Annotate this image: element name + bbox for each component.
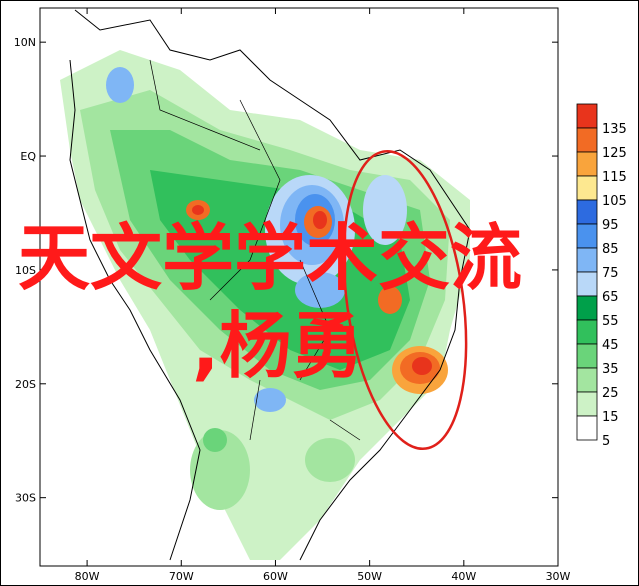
legend-label: 15 <box>602 410 619 425</box>
watermark-text-line2: ,杨勇 <box>192 304 364 388</box>
latitude-axis: 10N EQ 10S 20S 30S <box>14 36 558 505</box>
lat-tick-label: EQ <box>20 150 36 163</box>
legend-label: 75 <box>602 266 619 281</box>
lat-tick-label: 20S <box>15 378 36 391</box>
lon-tick-label: 30W <box>546 570 571 583</box>
legend-label: 115 <box>602 170 627 185</box>
legend-swatch <box>576 199 598 225</box>
legend-swatch <box>576 127 598 153</box>
legend-swatch <box>576 151 598 177</box>
legend-label: 25 <box>602 386 619 401</box>
legend-label: 55 <box>602 314 619 329</box>
lat-tick-label: 10S <box>15 264 36 277</box>
legend-swatch <box>576 415 598 441</box>
legend-label: 95 <box>602 218 619 233</box>
lon-tick-label: 50W <box>357 570 382 583</box>
lon-tick-label: 70W <box>169 570 194 583</box>
lat-tick-label: 30S <box>15 492 36 505</box>
legend-swatch <box>576 247 598 273</box>
legend-swatch <box>576 295 598 321</box>
lon-tick-label: 80W <box>75 570 100 583</box>
precipitation-field <box>60 50 470 560</box>
coastline <box>69 9 471 561</box>
legend-swatch <box>576 343 598 369</box>
legend-swatch <box>576 271 598 297</box>
legend-swatch <box>576 223 598 249</box>
legend-label: 35 <box>602 362 619 377</box>
legend-label: 125 <box>602 146 627 161</box>
legend-label: 85 <box>602 242 619 257</box>
lon-tick-label: 40W <box>451 570 476 583</box>
annotation-ellipse <box>342 149 468 451</box>
legend-swatch <box>576 319 598 345</box>
colorbar-legend: 135 125 115 105 95 85 75 65 55 45 35 25 15 5 <box>576 103 627 449</box>
longitude-axis: 80W 70W 60W 50W 40W 30W <box>75 8 571 583</box>
legend-label: 105 <box>602 194 627 209</box>
legend-label: 135 <box>602 122 627 137</box>
legend-label: 45 <box>602 338 619 353</box>
border-lines <box>149 59 361 441</box>
lon-tick-label: 60W <box>263 570 288 583</box>
legend-swatch <box>576 175 598 201</box>
legend-swatch <box>576 367 598 393</box>
legend-swatch <box>576 103 598 129</box>
legend-swatch <box>576 391 598 417</box>
lat-tick-label: 10N <box>14 36 36 49</box>
legend-label: 65 <box>602 290 619 305</box>
watermark-text-line1: 天文学学术交流 <box>18 216 523 300</box>
legend-label: 5 <box>602 434 610 449</box>
